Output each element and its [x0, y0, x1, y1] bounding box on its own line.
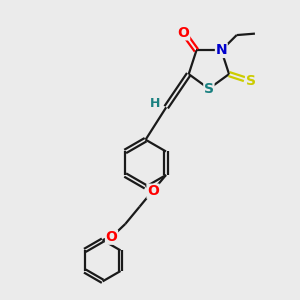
Text: O: O	[106, 230, 117, 244]
Text: H: H	[150, 97, 160, 110]
Text: S: S	[204, 82, 214, 96]
Text: O: O	[178, 26, 190, 40]
Text: O: O	[147, 184, 159, 198]
Text: S: S	[246, 74, 256, 88]
Text: N: N	[215, 44, 227, 57]
